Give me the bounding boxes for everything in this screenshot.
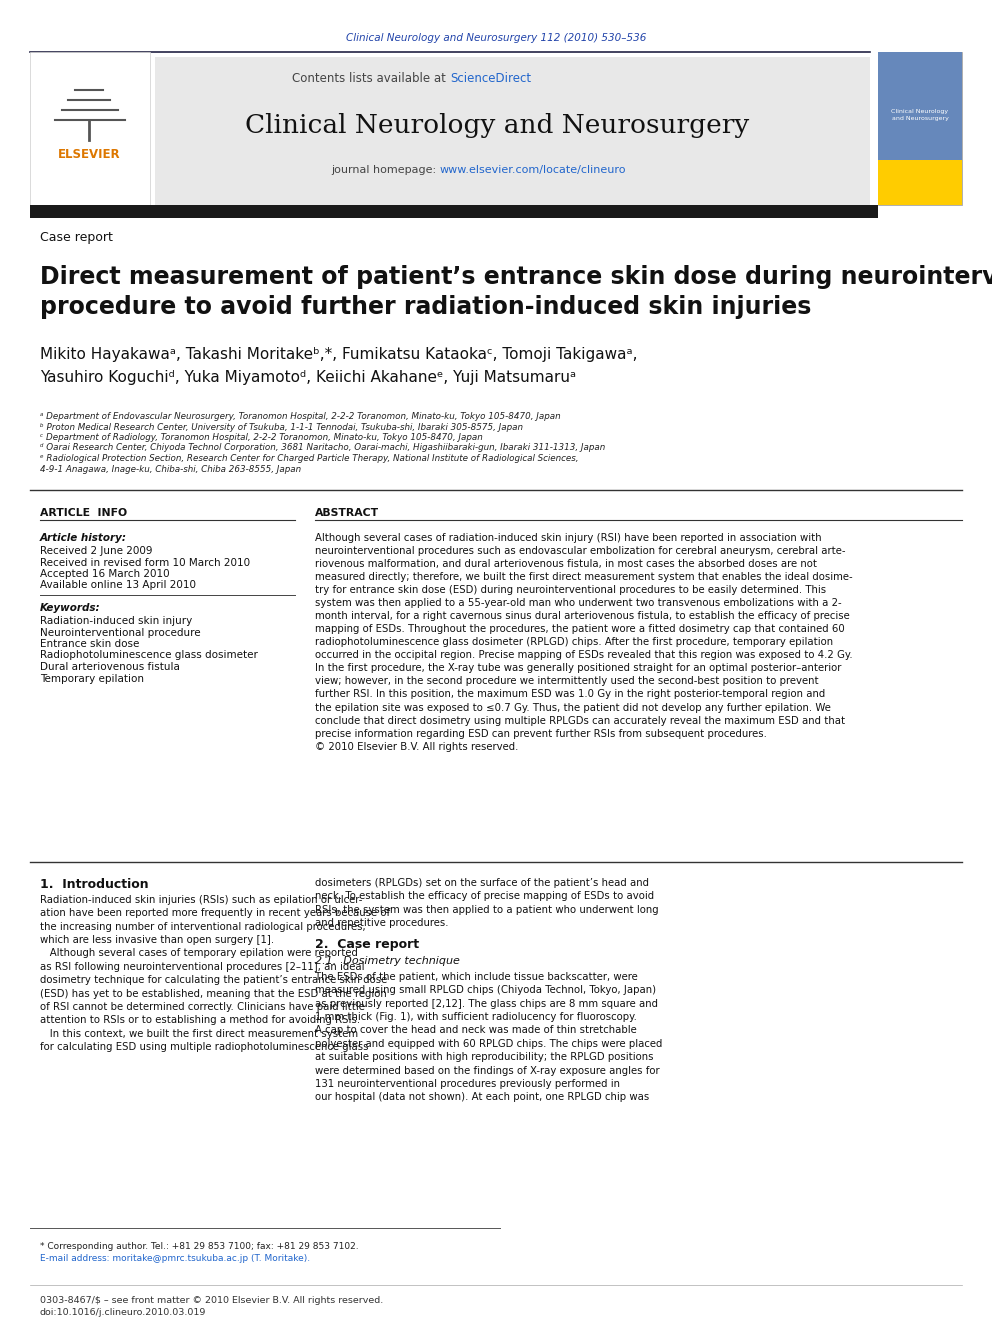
Text: journal homepage:: journal homepage:: [331, 165, 440, 175]
Text: doi:10.1016/j.clineuro.2010.03.019: doi:10.1016/j.clineuro.2010.03.019: [40, 1308, 206, 1316]
Text: Available online 13 April 2010: Available online 13 April 2010: [40, 581, 196, 590]
Text: Clinical Neurology and Neurosurgery: Clinical Neurology and Neurosurgery: [245, 112, 749, 138]
Text: 0303-8467/$ – see front matter © 2010 Elsevier B.V. All rights reserved.: 0303-8467/$ – see front matter © 2010 El…: [40, 1297, 383, 1304]
Text: www.elsevier.com/locate/clineuro: www.elsevier.com/locate/clineuro: [440, 165, 627, 175]
FancyBboxPatch shape: [878, 52, 962, 160]
Text: Clinical Neurology
and Neurosurgery: Clinical Neurology and Neurosurgery: [892, 110, 948, 120]
Text: Radiation-induced skin injury: Radiation-induced skin injury: [40, 617, 192, 626]
Text: Clinical Neurology and Neurosurgery 112 (2010) 530–536: Clinical Neurology and Neurosurgery 112 …: [346, 33, 646, 44]
Text: ᵈ Oarai Research Center, Chiyoda Technol Corporation, 3681 Naritacho, Oarai-mach: ᵈ Oarai Research Center, Chiyoda Technol…: [40, 443, 605, 452]
Text: ᶜ Department of Radiology, Toranomon Hospital, 2-2-2 Toranomon, Minato-ku, Tokyo: ᶜ Department of Radiology, Toranomon Hos…: [40, 433, 483, 442]
Text: 2.1.  Dosimetry technique: 2.1. Dosimetry technique: [315, 957, 460, 966]
FancyBboxPatch shape: [155, 57, 870, 205]
Text: Direct measurement of patient’s entrance skin dose during neurointerventional
pr: Direct measurement of patient’s entrance…: [40, 265, 992, 319]
FancyBboxPatch shape: [878, 160, 962, 205]
Text: Received 2 June 2009: Received 2 June 2009: [40, 546, 153, 556]
Text: 2.  Case report: 2. Case report: [315, 938, 420, 951]
Text: Dural arteriovenous fistula: Dural arteriovenous fistula: [40, 662, 180, 672]
Text: * Corresponding author. Tel.: +81 29 853 7100; fax: +81 29 853 7102.: * Corresponding author. Tel.: +81 29 853…: [40, 1242, 359, 1252]
Text: The ESDs of the patient, which include tissue backscatter, were
measured using s: The ESDs of the patient, which include t…: [315, 972, 663, 1102]
Text: Case report: Case report: [40, 232, 113, 245]
Text: Radiation-induced skin injuries (RSIs) such as epilation or ulcer-
ation have be: Radiation-induced skin injuries (RSIs) s…: [40, 894, 390, 1052]
Text: Received in revised form 10 March 2010: Received in revised form 10 March 2010: [40, 557, 250, 568]
Text: 1.  Introduction: 1. Introduction: [40, 878, 149, 890]
Text: ScienceDirect: ScienceDirect: [450, 71, 531, 85]
Text: Mikito Hayakawaᵃ, Takashi Moritakeᵇ,*, Fumikatsu Kataokaᶜ, Tomoji Takigawaᵃ,
Yas: Mikito Hayakawaᵃ, Takashi Moritakeᵇ,*, F…: [40, 348, 638, 385]
Text: E-mail address: moritake@pmrc.tsukuba.ac.jp (T. Moritake).: E-mail address: moritake@pmrc.tsukuba.ac…: [40, 1254, 310, 1263]
FancyBboxPatch shape: [878, 52, 962, 205]
Text: Radiophotoluminescence glass dosimeter: Radiophotoluminescence glass dosimeter: [40, 651, 258, 660]
Text: ᵇ Proton Medical Research Center, University of Tsukuba, 1-1-1 Tennodai, Tsukuba: ᵇ Proton Medical Research Center, Univer…: [40, 422, 523, 431]
Text: ABSTRACT: ABSTRACT: [315, 508, 379, 519]
Text: Neurointerventional procedure: Neurointerventional procedure: [40, 627, 200, 638]
Text: Keywords:: Keywords:: [40, 603, 100, 613]
Text: Article history:: Article history:: [40, 533, 127, 542]
Text: dosimeters (RPLGDs) set on the surface of the patient’s head and
neck. To establ: dosimeters (RPLGDs) set on the surface o…: [315, 878, 659, 927]
FancyBboxPatch shape: [30, 205, 878, 218]
FancyBboxPatch shape: [30, 52, 150, 210]
Text: Temporary epilation: Temporary epilation: [40, 673, 144, 684]
Text: Although several cases of radiation-induced skin injury (RSI) have been reported: Although several cases of radiation-indu…: [315, 533, 853, 751]
Text: Entrance skin dose: Entrance skin dose: [40, 639, 139, 650]
Text: ᵉ Radiological Protection Section, Research Center for Charged Particle Therapy,: ᵉ Radiological Protection Section, Resea…: [40, 454, 578, 474]
Text: ᵃ Department of Endovascular Neurosurgery, Toranomon Hospital, 2-2-2 Toranomon, : ᵃ Department of Endovascular Neurosurger…: [40, 411, 560, 421]
Text: ELSEVIER: ELSEVIER: [58, 148, 120, 161]
Text: Contents lists available at: Contents lists available at: [293, 71, 450, 85]
Text: Accepted 16 March 2010: Accepted 16 March 2010: [40, 569, 170, 579]
Text: ARTICLE  INFO: ARTICLE INFO: [40, 508, 127, 519]
